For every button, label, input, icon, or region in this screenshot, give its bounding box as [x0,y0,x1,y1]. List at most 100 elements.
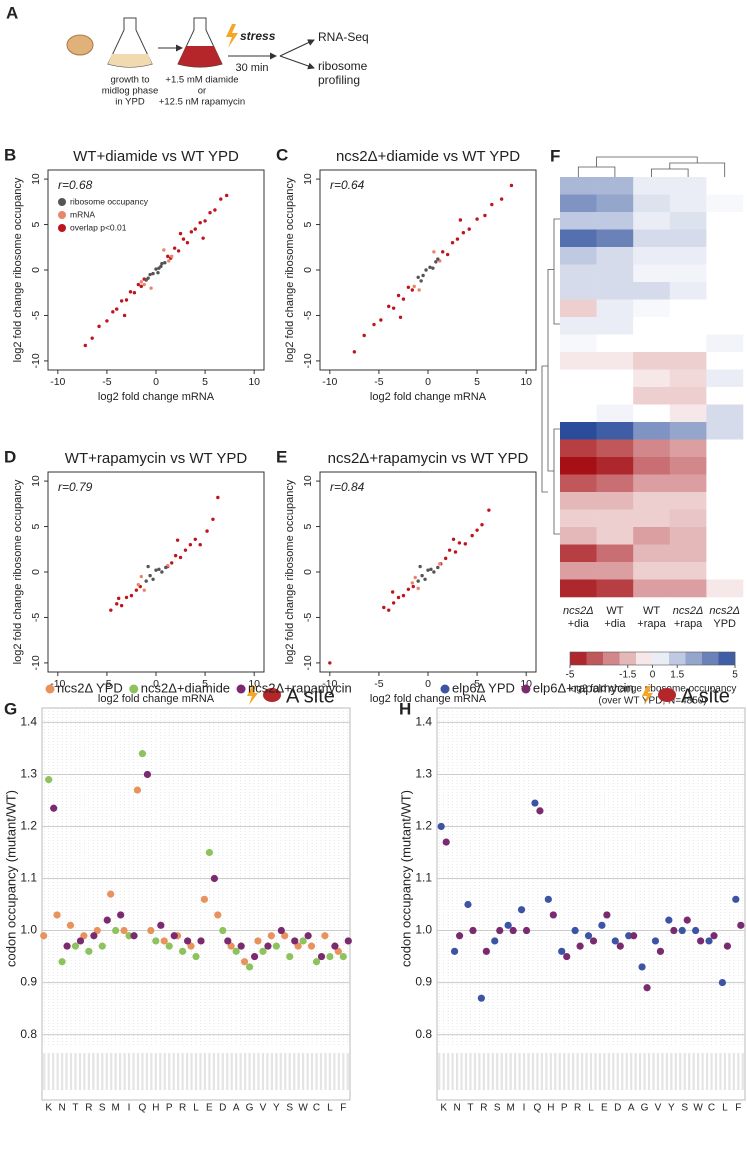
y-tick-label: 1.1 [20,871,37,885]
x-tick-label: S [681,1103,688,1114]
heatmap-cell [706,247,744,265]
heatmap-cell [633,422,671,440]
step-label: or [198,86,206,97]
data-point [192,952,200,961]
y-tick-label: -10 [30,353,42,368]
heatmap-cell [596,562,634,580]
y-tick-label: 0.9 [20,975,37,989]
data-point [213,208,217,212]
heatmap-cell [706,282,744,300]
x-tick-label: -10 [50,678,65,690]
data-point [240,958,249,966]
data-point [294,942,302,950]
data-point [483,213,487,218]
heatmap-cell [596,509,634,528]
heatmap-cell [633,562,671,580]
heatmap-cell [669,212,707,230]
heatmap-cell [596,229,634,248]
data-point [464,900,472,909]
data-point [321,932,329,940]
heatmap-cell [669,247,707,265]
x-tick-label: A [233,1103,240,1114]
data-point [598,921,606,929]
data-point [53,911,61,919]
data-point [426,568,430,572]
data-point [475,528,479,532]
x-tick-label: D [219,1103,226,1114]
legend-marker [58,224,66,232]
heatmap-cell [669,229,707,248]
heatmap-cell [706,264,744,283]
data-point [317,952,326,961]
data-point [136,282,141,287]
data-point [162,248,166,252]
data-point [307,942,316,950]
data-point [432,570,436,574]
x-tick-label: K [45,1103,52,1114]
data-point [189,230,194,234]
data-point [436,257,440,261]
data-point [129,593,134,598]
x-tick-label: S [494,1103,501,1114]
legend-label: elp6Δ YPD [452,680,515,695]
legend-label: ncs2Δ+diamide [141,680,230,695]
data-point [144,579,148,583]
heatmap-cell [706,509,744,528]
data-point [179,947,187,955]
data-point [424,268,428,272]
data-point [183,548,188,552]
panel-label: F [550,146,560,165]
legend-marker [521,684,531,694]
data-point [616,942,624,950]
data-point [111,310,115,314]
data-point [421,273,425,278]
flask-medium [178,46,222,67]
data-point [558,947,566,955]
data-point [299,937,307,945]
data-point [200,895,208,903]
data-point [396,595,401,600]
heatmap-cell [669,579,707,598]
data-point [187,942,195,950]
dendrogram [553,218,560,325]
heatmap-cell [633,579,671,598]
data-point [470,533,474,538]
heatmap-cell [633,299,671,318]
legend-marker [440,684,450,694]
annotation: r=0.84 [330,480,365,494]
y-tick-label: 1.0 [20,923,37,937]
data-point [651,937,660,945]
data-point [455,932,464,940]
x-tick-label: I [523,1103,526,1114]
data-point [463,542,468,546]
data-point [638,963,646,971]
legend-marker [58,198,66,206]
data-point [139,574,143,579]
data-point [125,932,133,940]
data-point [159,264,163,269]
data-point [151,577,155,581]
step-label: midlog phase [102,86,159,97]
data-point [423,577,427,581]
data-point [115,307,119,311]
y-tick-label: 1.2 [415,819,432,833]
heatmap-cell [669,544,707,563]
colorbar-cell [636,652,653,665]
data-point [443,556,448,561]
y-axis-label: log2 fold change ribosome occupancy [284,479,296,664]
heatmap-cell [706,317,744,335]
x-tick-label: 10 [520,376,532,388]
chart-title: WT+rapamycin vs WT YPD [65,450,248,467]
dendrogram [547,269,554,472]
data-point [112,926,120,935]
data-point [630,932,638,940]
data-point [437,822,445,831]
output-label: ribosome [318,59,368,73]
heatmap-cell [633,474,671,493]
data-point [210,874,218,883]
data-point [491,937,499,945]
heatmap-cell [560,439,597,458]
data-point [411,584,415,589]
heatmap-cell [669,492,707,510]
